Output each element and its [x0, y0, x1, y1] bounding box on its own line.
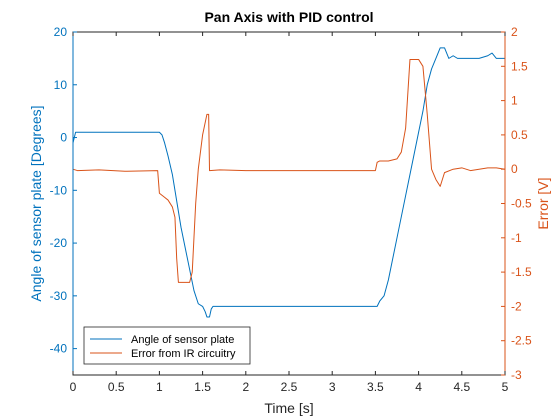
left-y-tick-label: 0	[60, 131, 67, 145]
x-tick-label: 1.5	[194, 380, 211, 394]
left-y-tick-label: 10	[54, 78, 68, 92]
legend-label-error: Error from IR circuitry	[131, 348, 236, 360]
right-y-tick-label: -0.5	[511, 197, 532, 211]
left-y-tick-label: -10	[50, 183, 68, 197]
right-y-tick-label: -1.5	[511, 265, 532, 279]
x-tick-label: 5	[502, 380, 509, 394]
left-y-axis-ticks: 20 10 0 -10 -20 -30 -40	[50, 25, 77, 356]
left-y-tick-label: -30	[50, 289, 68, 303]
right-y-tick-label: -3	[511, 368, 522, 382]
right-y-tick-label: -2.5	[511, 334, 532, 348]
x-tick-label: 3.5	[367, 380, 384, 394]
legend: Angle of sensor plate Error from IR circ…	[83, 326, 251, 365]
left-y-tick-label: -20	[50, 236, 68, 250]
x-tick-label: 0.5	[108, 380, 125, 394]
left-y-tick-label: 20	[54, 25, 68, 39]
x-tick-label: 2.5	[281, 380, 298, 394]
legend-label-angle: Angle of sensor plate	[131, 334, 234, 346]
right-y-tick-label: -1	[511, 231, 522, 245]
series-line-angle	[72, 47, 505, 318]
right-y-tick-label: 1	[511, 94, 518, 108]
chart-title: Pan Axis with PID control	[204, 9, 373, 25]
x-tick-label: 4.5	[453, 380, 470, 394]
right-y-tick-label: -2	[511, 299, 522, 313]
series-line-error	[72, 58, 506, 283]
x-tick-label: 2	[242, 380, 249, 394]
legend-box	[83, 326, 251, 365]
right-y-tick-label: 0.5	[511, 128, 528, 142]
right-y-axis-label: Error [V]	[535, 177, 551, 229]
right-y-axis-ticks: 2 1.5 1 0.5 0 -0.5 -1 -1.5 -2 -2.5 -3	[501, 25, 532, 382]
x-tick-label: 4	[415, 380, 422, 394]
x-tick-label: 1	[156, 380, 163, 394]
right-y-tick-label: 1.5	[511, 59, 528, 73]
x-tick-label: 3	[329, 380, 336, 394]
x-tick-label: 0	[70, 380, 77, 394]
left-y-axis-label: Angle of sensor plate [Degrees]	[28, 105, 44, 301]
plot-background	[73, 32, 505, 375]
right-y-tick-label: 0	[511, 162, 518, 176]
x-axis-label: Time [s]	[264, 400, 313, 416]
x-axis-ticks: 0 0.5 1 1.5 2 2.5 3 3.5 4 4.5 5	[70, 32, 509, 394]
right-y-tick-label: 2	[511, 25, 518, 39]
series-layer	[72, 47, 506, 318]
left-y-tick-label: -40	[50, 342, 68, 356]
